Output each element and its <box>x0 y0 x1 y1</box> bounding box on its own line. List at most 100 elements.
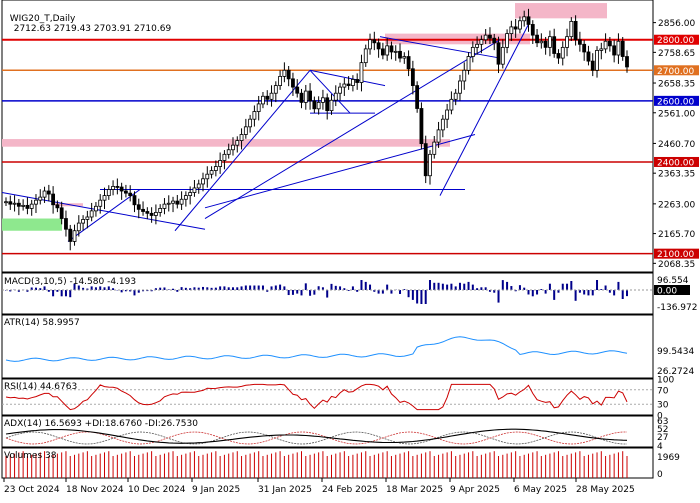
macd-bar <box>519 285 521 290</box>
candle-body <box>189 193 192 196</box>
macd-bar <box>168 289 170 290</box>
candle-body <box>334 93 337 100</box>
candle-body <box>403 57 406 59</box>
candle-body <box>291 79 294 87</box>
level-label-2700.00: 2700.00 <box>657 67 694 77</box>
candle-body <box>82 219 85 223</box>
candle-body <box>574 21 577 39</box>
macd-bar <box>583 290 585 295</box>
candle-body <box>304 91 307 102</box>
candle-body <box>518 21 521 29</box>
candle-body <box>437 130 440 142</box>
macd-bar <box>283 286 285 290</box>
macd-bar <box>253 286 255 291</box>
time-axis-label: 31 Jan 2025 <box>258 485 312 495</box>
candle-body <box>544 41 547 47</box>
candle-body <box>240 134 243 140</box>
candle-body <box>202 179 205 184</box>
macd-bar <box>228 287 230 290</box>
candle-body <box>180 199 183 204</box>
macd-bar <box>592 290 594 295</box>
candle-body <box>52 194 55 205</box>
candle-body <box>488 35 491 38</box>
candle-body <box>296 87 299 93</box>
candle-body <box>73 231 76 242</box>
candle-body <box>321 98 324 103</box>
candle-body <box>347 84 350 86</box>
candle-body <box>146 211 149 213</box>
trendline-2 <box>175 70 310 230</box>
time-axis-label: 10 Dec 2024 <box>128 485 186 495</box>
candle-body <box>274 86 277 94</box>
macd-label: MACD(3,10,5) -14.580 -4.193 <box>4 277 136 287</box>
candle-body <box>608 41 611 46</box>
candle-body <box>159 208 162 212</box>
time-axis-label: 24 Feb 2025 <box>322 485 378 495</box>
candle-body <box>441 119 444 130</box>
macd-bar <box>626 290 628 296</box>
candle-body <box>536 35 539 43</box>
macd-bar <box>455 286 457 290</box>
candle-body <box>210 171 213 175</box>
candle-body <box>236 141 239 146</box>
trendline-5 <box>310 70 385 85</box>
candle-body <box>548 37 551 48</box>
candle-body <box>501 47 504 64</box>
candle-body <box>167 203 170 204</box>
candle-body <box>399 51 402 58</box>
candle-body <box>223 154 226 160</box>
candle-body <box>506 34 509 48</box>
candle-body <box>77 223 80 231</box>
candle-body <box>428 154 431 175</box>
macd-bar <box>309 290 311 296</box>
macd-bar <box>502 280 504 290</box>
candle-body <box>480 40 483 45</box>
volume-axis-bottom: 0 <box>657 470 663 480</box>
trendline-3 <box>205 40 500 219</box>
candle-body <box>463 70 466 81</box>
candle-body <box>326 98 329 111</box>
candle-body <box>60 208 63 219</box>
candle-body <box>416 86 419 109</box>
candle-body <box>43 191 46 197</box>
macd-bar <box>292 290 294 295</box>
macd-bar <box>378 290 380 294</box>
candle-body <box>56 205 59 208</box>
candle-body <box>142 209 145 211</box>
candle-body <box>458 81 461 93</box>
macd-bar <box>442 284 444 290</box>
candle-body <box>231 145 234 150</box>
candle-body <box>13 203 16 204</box>
rsi-axis-label: 100 <box>657 376 674 386</box>
candle-body <box>553 37 556 54</box>
macd-bar <box>339 286 341 290</box>
candle-body <box>467 57 470 71</box>
candle-body <box>219 160 222 166</box>
macd-bar <box>386 285 388 290</box>
adx-label: ADX(14) 16.5693 +DI:18.6760 -DI:26.7530 <box>4 419 198 429</box>
price-tick-label: 2856.00 <box>658 19 695 29</box>
atr-axis-top: 99.5434 <box>657 347 694 357</box>
candle-body <box>103 196 106 201</box>
macd-bar <box>613 290 615 295</box>
time-axis-label: 28 May 2025 <box>576 485 635 495</box>
candle-body <box>287 70 290 79</box>
candle-body <box>514 27 517 29</box>
volume-label: Volumes 38 <box>4 451 56 461</box>
candle-body <box>454 93 457 99</box>
candle-body <box>540 41 543 43</box>
price-tick-label: 2561.00 <box>658 109 695 119</box>
candle-body <box>591 61 594 70</box>
candle-body <box>343 84 346 87</box>
macd-bar <box>382 290 384 294</box>
candle-body <box>5 202 8 203</box>
macd-bar <box>296 290 298 294</box>
macd-bar <box>52 290 54 296</box>
candle-body <box>578 40 581 45</box>
candle-body <box>390 46 393 52</box>
macd-bar <box>245 286 247 291</box>
level-label-2800.00: 2800.00 <box>657 36 694 46</box>
candle-body <box>407 57 410 69</box>
candle-body <box>257 104 260 112</box>
candle-body <box>484 35 487 40</box>
